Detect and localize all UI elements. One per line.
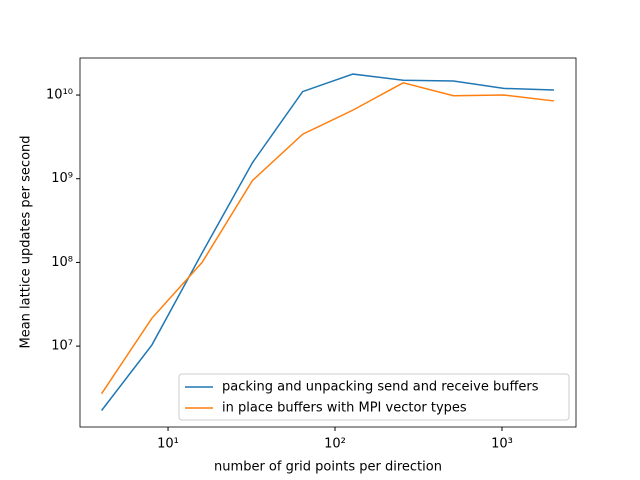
- x-tick-label: 10²: [324, 437, 346, 452]
- y-tick-label: 10⁸: [51, 255, 73, 270]
- y-tick-label: 10⁷: [51, 339, 73, 354]
- y-axis-label: Mean lattice updates per second: [19, 135, 34, 348]
- legend-box: [178, 373, 570, 421]
- plot-frame: [79, 57, 577, 428]
- x-tick-label: 10¹: [157, 437, 179, 452]
- legend-label: packing and unpacking send and receive b…: [222, 380, 539, 395]
- y-tick-label: 10⁹: [51, 171, 73, 186]
- legend-label: in place buffers with MPI vector types: [222, 401, 467, 416]
- x-axis-label: number of grid points per direction: [214, 460, 442, 475]
- series-line: [100, 73, 554, 411]
- series-line: [100, 82, 555, 395]
- y-tick-label: 10¹⁰: [46, 88, 73, 103]
- x-tick-label: 10³: [491, 437, 513, 452]
